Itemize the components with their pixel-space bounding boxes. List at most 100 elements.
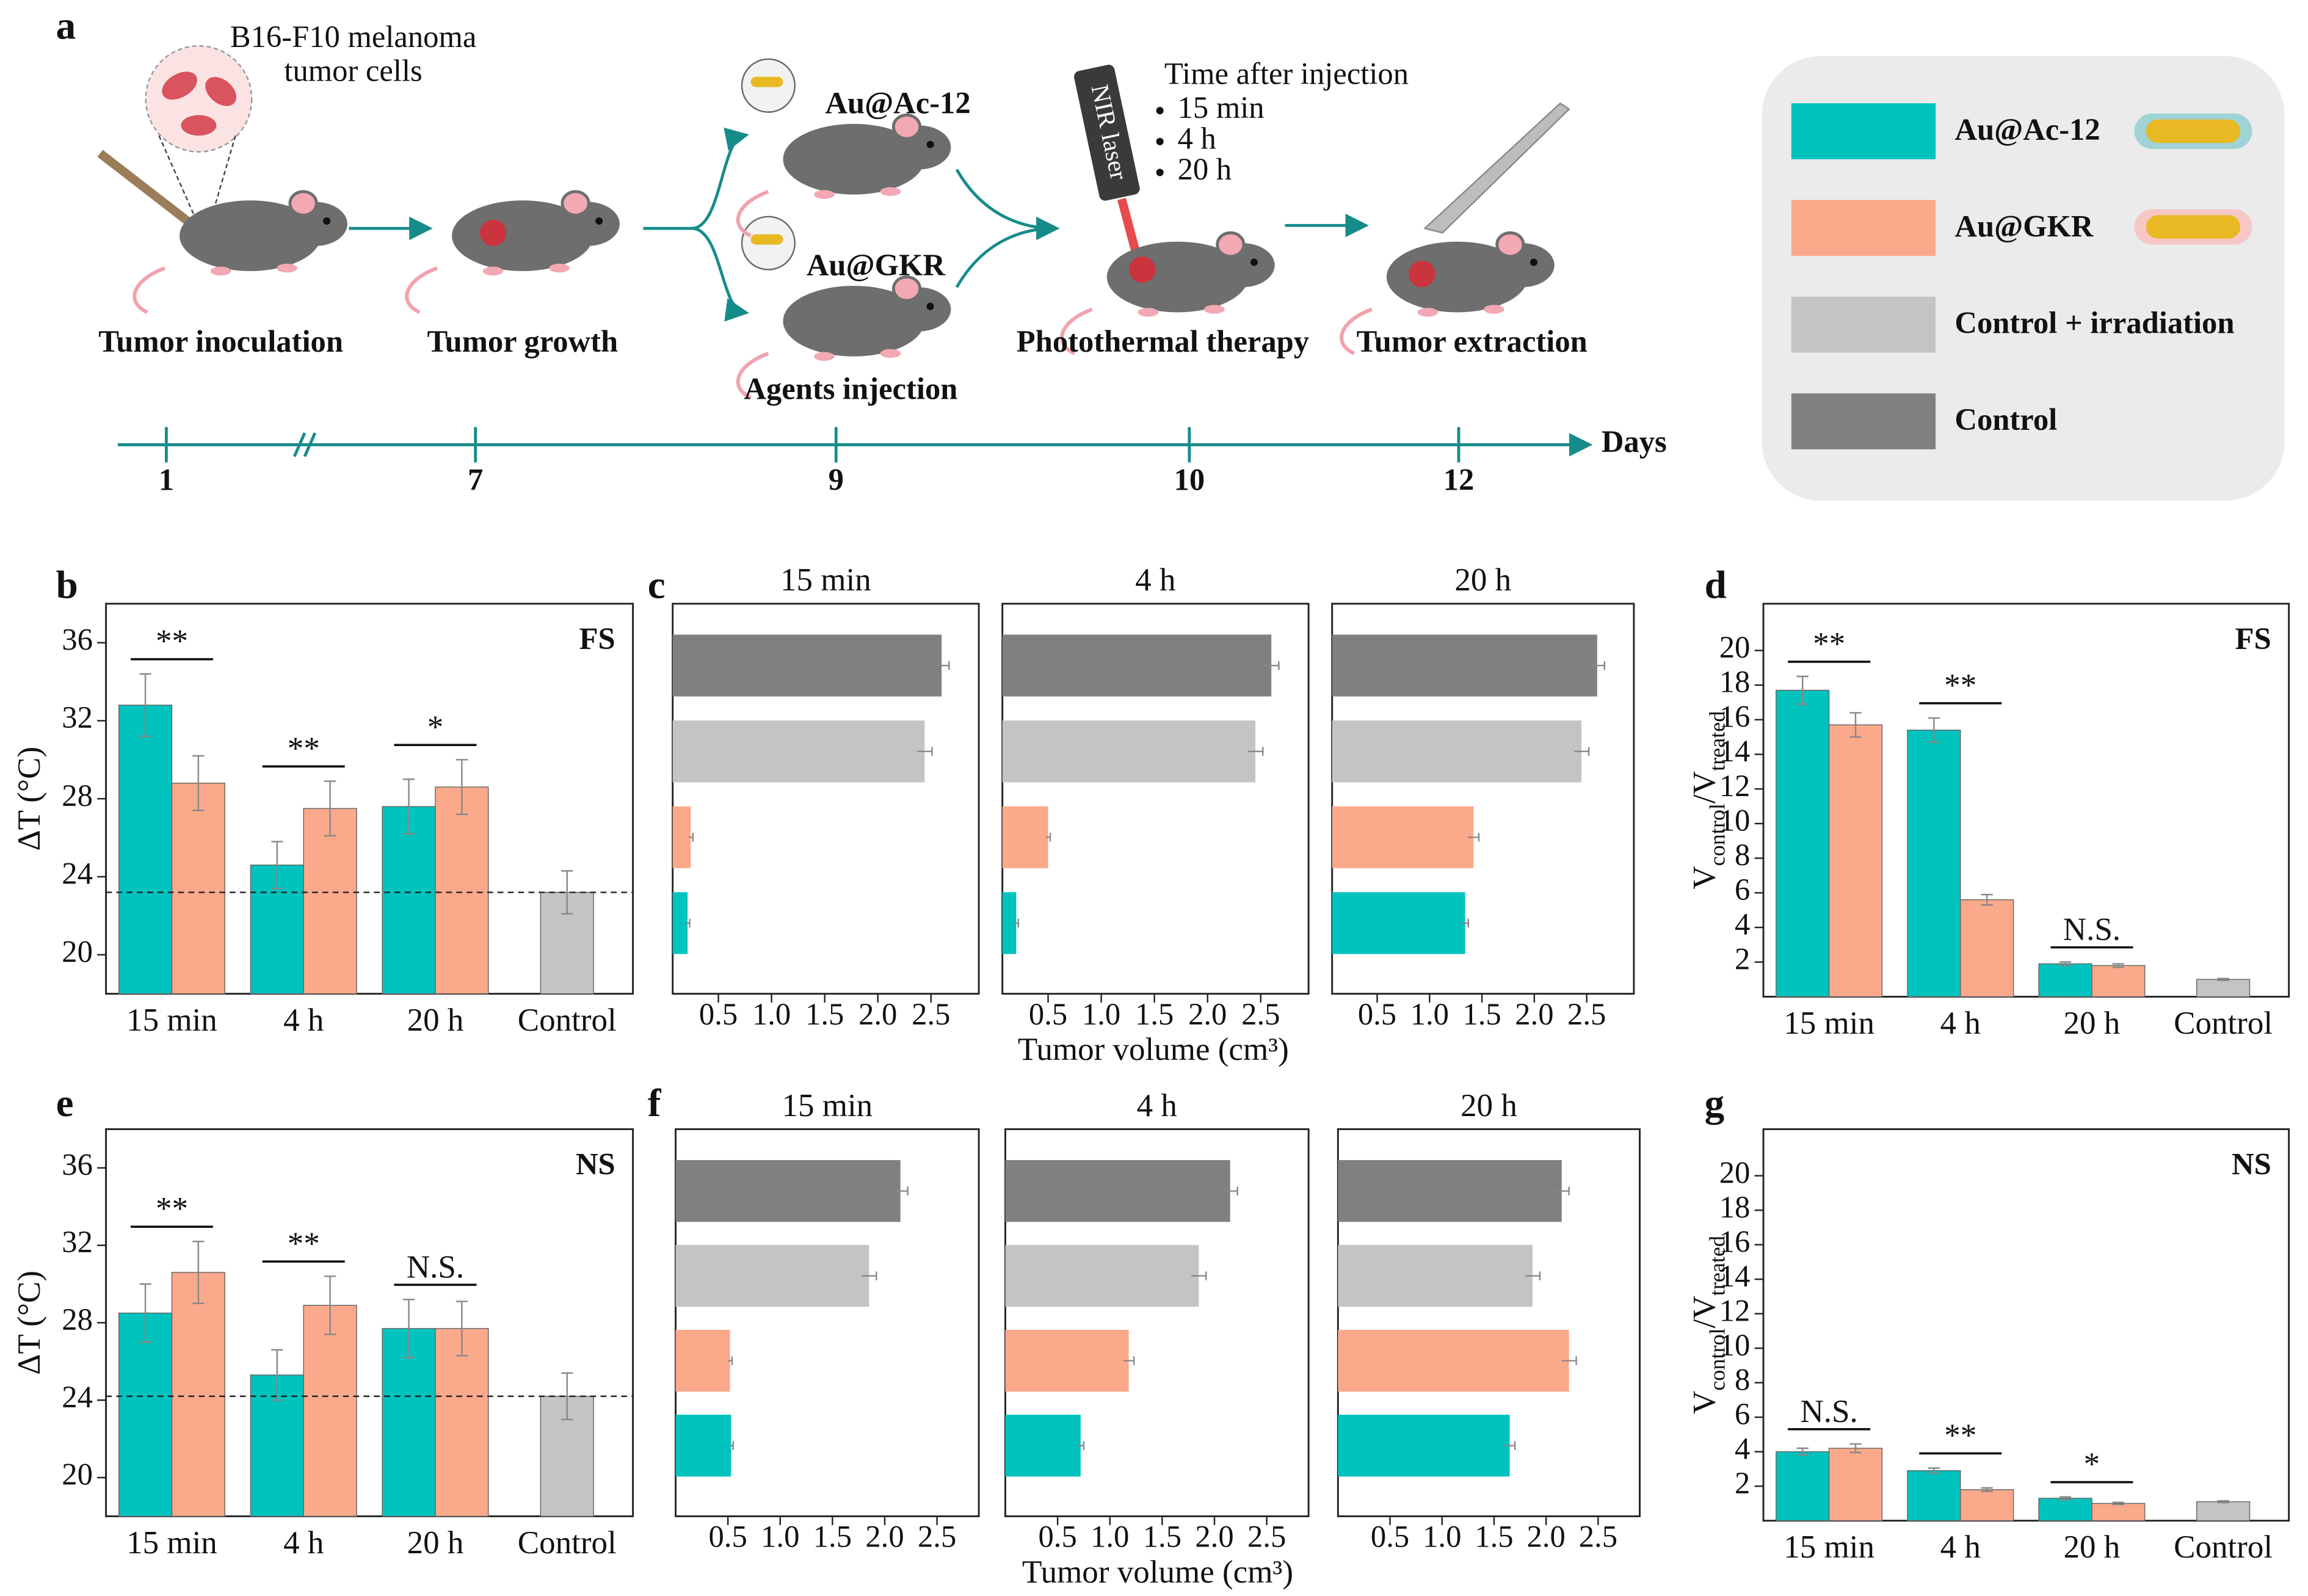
timeline-label: Days bbox=[1602, 424, 1667, 459]
error-bar bbox=[1849, 712, 1862, 738]
x-tick-label: 2.5 bbox=[1567, 997, 1606, 1031]
y-axis-label-part: control bbox=[1705, 803, 1730, 866]
bar bbox=[672, 806, 691, 868]
panel-label: e bbox=[56, 1081, 74, 1125]
y-tick-label: 10 bbox=[1719, 803, 1751, 838]
bar bbox=[1960, 1489, 2014, 1522]
step-label: Tumor inoculation bbox=[98, 324, 343, 358]
x-tick-label: Control bbox=[518, 1003, 617, 1038]
error-bar bbox=[139, 1283, 151, 1343]
x-tick-label: 20 h bbox=[2064, 1006, 2121, 1041]
legend-swatch bbox=[1791, 393, 1936, 449]
y-tick-label: 8 bbox=[1735, 1362, 1750, 1396]
panel-label: d bbox=[1705, 564, 1727, 608]
x-axis-label: Tumor volume (cm³) bbox=[1018, 1032, 1289, 1067]
error-bar bbox=[1468, 833, 1480, 842]
bar bbox=[2038, 1498, 2092, 1522]
y-tick-label: 16 bbox=[1719, 1224, 1751, 1258]
x-tick-label: 1.5 bbox=[805, 997, 844, 1031]
timeline-break bbox=[292, 432, 307, 457]
tumor bbox=[479, 219, 507, 246]
x-tick-label: 20 h bbox=[407, 1525, 464, 1561]
step-label: Photothermal therapy bbox=[1017, 324, 1309, 358]
bar bbox=[1332, 892, 1465, 954]
x-tick-label: 2.5 bbox=[1247, 1520, 1286, 1554]
bar bbox=[2091, 965, 2146, 998]
bar bbox=[435, 786, 489, 995]
error-bar bbox=[862, 1271, 877, 1280]
bar bbox=[118, 1312, 173, 1517]
time-title: Time after injection bbox=[1164, 56, 1409, 90]
significance-label: ** bbox=[156, 624, 188, 659]
panel-tag: NS bbox=[576, 1147, 615, 1181]
x-tick-label: 20 h bbox=[407, 1003, 464, 1038]
bar bbox=[1338, 1330, 1569, 1392]
x-tick-label: 2.0 bbox=[858, 997, 897, 1031]
x-tick-label: 1.5 bbox=[813, 1520, 852, 1554]
error-bar bbox=[402, 1299, 415, 1358]
agent-label: Au@GKR bbox=[807, 248, 946, 282]
x-tick-label: 2.5 bbox=[1241, 997, 1280, 1031]
x-tick-label: 1.0 bbox=[1423, 1520, 1461, 1554]
error-bar bbox=[1796, 1447, 1809, 1456]
y-tick-label: 36 bbox=[62, 1147, 93, 1181]
y-tick-label: 32 bbox=[62, 700, 93, 735]
legend-swatch bbox=[1791, 296, 1936, 353]
error-bar bbox=[455, 1300, 468, 1357]
error-bar bbox=[561, 1372, 573, 1421]
y-axis-label: Vcontrol/Vtreated bbox=[1687, 1236, 1730, 1414]
error-bar bbox=[2112, 963, 2124, 968]
arrow bbox=[643, 128, 749, 230]
y-tick-label: 20 bbox=[1719, 1155, 1751, 1189]
y-tick-label: 8 bbox=[1735, 838, 1750, 872]
y-tick-label: 4 bbox=[1735, 907, 1750, 941]
y-tick-label: 20 bbox=[62, 1457, 93, 1492]
x-tick-label: 0.5 bbox=[1358, 997, 1396, 1031]
schematic: B16-F10 melanoma tumor cells Au@Ac-12 Au… bbox=[97, 20, 1667, 497]
x-tick-label: 1.0 bbox=[761, 1520, 799, 1554]
bar bbox=[675, 1330, 730, 1392]
error-bar bbox=[455, 759, 468, 815]
x-tick-label: 15 min bbox=[126, 1003, 217, 1038]
error-bar bbox=[2059, 961, 2072, 967]
x-tick-label: 0.5 bbox=[1039, 1520, 1077, 1554]
y-axis-label-part: treated bbox=[1705, 711, 1730, 771]
error-bar bbox=[1589, 661, 1606, 670]
y-axis-label-part: control bbox=[1705, 1328, 1730, 1390]
error-bar bbox=[2217, 1500, 2229, 1504]
tumor bbox=[1409, 261, 1435, 288]
x-tick-label: 2.5 bbox=[1579, 1520, 1617, 1554]
significance-label: ** bbox=[1944, 668, 1976, 703]
bar bbox=[1338, 1160, 1562, 1222]
error-bar bbox=[1462, 918, 1469, 928]
bar bbox=[1828, 724, 1883, 998]
y-tick-label: 20 bbox=[1719, 630, 1751, 664]
error-bar bbox=[1247, 747, 1264, 756]
error-bar bbox=[402, 778, 415, 835]
x-tick-label: 2.0 bbox=[1527, 1520, 1566, 1554]
x-tick-label: 2.0 bbox=[1515, 997, 1553, 1031]
x-tick-label: 4 h bbox=[1940, 1006, 1981, 1041]
bar bbox=[2196, 1501, 2251, 1522]
bar bbox=[1332, 806, 1474, 868]
subplot-title: 15 min bbox=[780, 562, 871, 598]
timeline-tick-label: 12 bbox=[1443, 463, 1475, 497]
plot-frame bbox=[1337, 1128, 1641, 1517]
bullet bbox=[1156, 169, 1164, 176]
error-bar bbox=[1796, 675, 1809, 705]
error-bar bbox=[893, 1186, 909, 1195]
bar bbox=[1776, 689, 1830, 998]
y-tick-label: 16 bbox=[1719, 699, 1751, 733]
x-tick-label: Control bbox=[2174, 1529, 2273, 1565]
bar bbox=[1828, 1448, 1883, 1522]
y-tick-label: 18 bbox=[1719, 665, 1751, 699]
bar bbox=[1002, 806, 1048, 868]
x-tick-label: 0.5 bbox=[699, 997, 738, 1031]
rod-icon bbox=[2146, 119, 2241, 143]
significance-label: ** bbox=[1944, 1418, 1976, 1453]
error-bar bbox=[1504, 1441, 1516, 1450]
cell bbox=[205, 77, 236, 106]
bar bbox=[672, 720, 925, 783]
y-axis-label: ΔT (°C) bbox=[12, 747, 47, 851]
